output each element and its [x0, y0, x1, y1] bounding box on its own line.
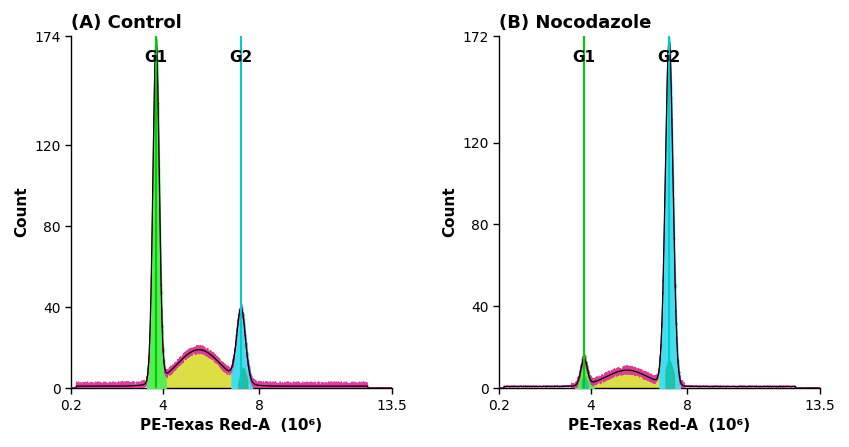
- Text: G2: G2: [657, 51, 681, 65]
- Text: G2: G2: [229, 51, 253, 65]
- Y-axis label: Count: Count: [441, 187, 457, 237]
- Text: (A) Control: (A) Control: [71, 14, 182, 32]
- X-axis label: PE-Texas Red-A  (10⁶): PE-Texas Red-A (10⁶): [569, 418, 751, 433]
- Y-axis label: Count: Count: [14, 187, 29, 237]
- Text: (B) Nocodazole: (B) Nocodazole: [499, 14, 651, 32]
- Text: G1: G1: [572, 51, 595, 65]
- Text: G1: G1: [144, 51, 167, 65]
- X-axis label: PE-Texas Red-A  (10⁶): PE-Texas Red-A (10⁶): [140, 418, 323, 433]
